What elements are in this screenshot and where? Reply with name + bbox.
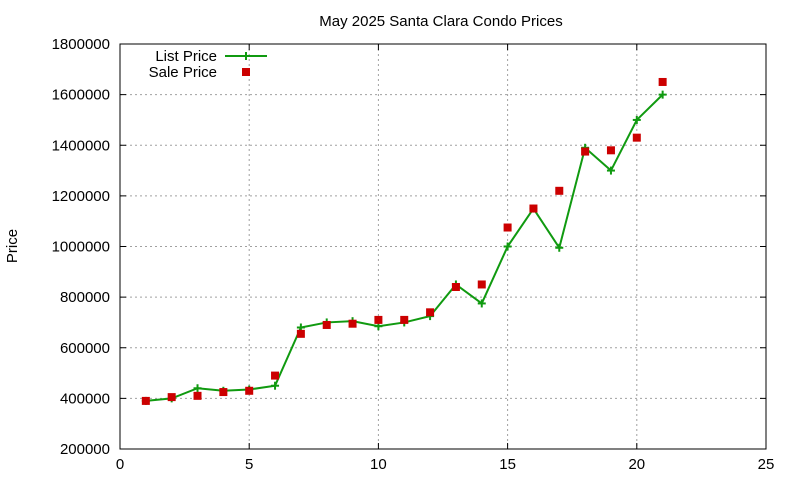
list-price-line: [145, 93, 664, 402]
sale-price-point: [581, 147, 590, 156]
plot-frame: [119, 43, 767, 450]
legend-label: List Price: [155, 48, 217, 65]
series: [141, 77, 667, 405]
legend-item-list-price: List Price: [155, 48, 267, 65]
chart-title: May 2025 Santa Clara Condo Prices: [319, 13, 562, 30]
sale-price-point: [296, 329, 305, 338]
y-tick-label: 1200000: [52, 188, 110, 205]
sale-price-point: [426, 308, 435, 317]
legend-item-sale-price: Sale Price: [149, 64, 250, 81]
sale-price-point: [322, 320, 331, 329]
list-price-point: [606, 166, 615, 175]
y-tick-label: 1000000: [52, 239, 110, 256]
y-tick-label: 400000: [60, 390, 110, 407]
axes: 0 5 10 15 20 25 200000 400000 600000 800000 100000…: [52, 36, 775, 473]
list-price-point: [503, 242, 512, 251]
sale-price-point: [193, 391, 202, 400]
list-price-point: [555, 243, 564, 252]
sale-price-point: [167, 393, 176, 402]
sale-price-point: [477, 280, 486, 289]
sale-price-point: [555, 186, 564, 195]
sale-price-point: [245, 386, 254, 395]
sale-price-point: [606, 146, 615, 155]
list-price-point: [271, 381, 280, 390]
list-price-point: [632, 115, 641, 124]
list-price-series: [141, 90, 667, 405]
sale-price-point: [632, 133, 641, 142]
y-tick-label: 1400000: [52, 137, 110, 154]
sale-price-point: [400, 315, 409, 324]
legend-marker: [242, 68, 250, 76]
sale-price-point: [658, 77, 667, 86]
y-tick-label: 1600000: [52, 87, 110, 104]
legend-label: Sale Price: [149, 64, 217, 81]
y-axis-label: Price: [4, 229, 21, 263]
y-tick-label: 800000: [60, 289, 110, 306]
list-price-point: [193, 384, 202, 393]
sale-price-point: [503, 223, 512, 232]
sale-price-point: [374, 315, 383, 324]
y-tick-label: 600000: [60, 340, 110, 357]
y-tick-label: 200000: [60, 441, 110, 458]
list-price-point: [477, 299, 486, 308]
legend-marker: [242, 52, 250, 60]
x-tick-label: 15: [499, 456, 516, 473]
list-price-point: [658, 90, 667, 99]
sale-price-point: [271, 371, 280, 380]
x-tick-label: 25: [758, 456, 775, 473]
sale-price-series: [141, 77, 667, 405]
sale-price-point: [141, 396, 150, 405]
sale-price-point: [451, 283, 460, 291]
sale-price-point: [348, 319, 357, 328]
x-tick-label: 0: [116, 456, 124, 473]
sale-price-point: [219, 388, 228, 397]
y-tick-label: 1800000: [52, 36, 110, 53]
x-tick-label: 10: [370, 456, 387, 473]
grid-lines: [120, 44, 766, 449]
sale-price-point: [529, 204, 538, 213]
x-tick-label: 20: [628, 456, 645, 473]
x-tick-label: 5: [245, 456, 253, 473]
